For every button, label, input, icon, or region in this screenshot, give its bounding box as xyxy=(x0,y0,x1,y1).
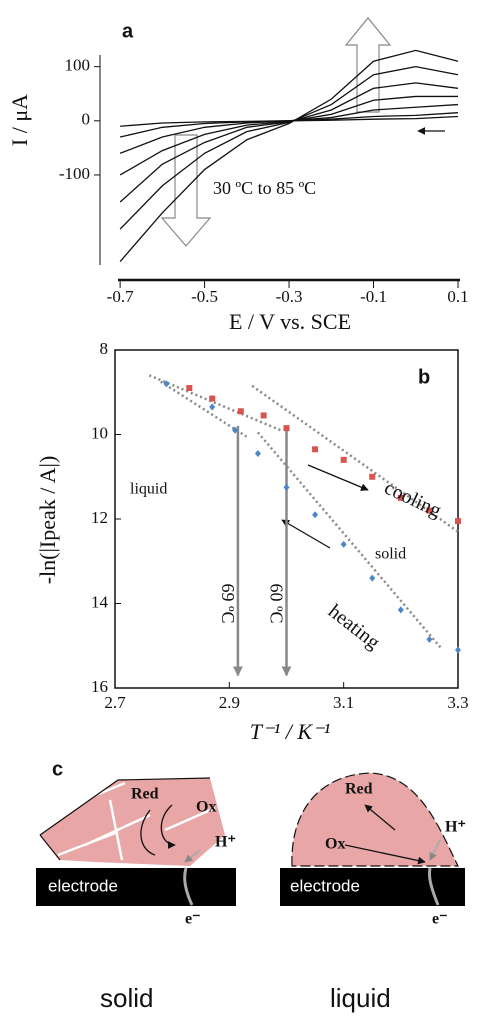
point xyxy=(312,511,319,519)
y-tick-label: 12 xyxy=(91,508,108,527)
crystal-boundary xyxy=(47,781,216,861)
electrode-label: electrode xyxy=(290,876,360,895)
reaction-arrow xyxy=(140,804,175,856)
x-tick-label: 3.3 xyxy=(447,693,468,712)
x-axis-label: E / V vs. SCE xyxy=(229,309,351,334)
point xyxy=(369,574,376,582)
annotation: 30 ºC to 85 ºC xyxy=(213,178,316,198)
electrode-label: electrode xyxy=(48,876,118,895)
point xyxy=(426,507,433,514)
panel-label: b xyxy=(418,366,430,388)
transition-label: 60 ºC xyxy=(266,583,286,623)
liquid-drop xyxy=(291,772,459,867)
point xyxy=(163,380,170,388)
point xyxy=(237,408,244,415)
x-tick-label: 2.7 xyxy=(104,693,126,712)
point xyxy=(455,646,461,654)
ox-label: Ox xyxy=(325,836,345,853)
point xyxy=(260,412,267,419)
y-tick-label: 14 xyxy=(91,592,109,611)
y-tick-label: 10 xyxy=(91,423,108,442)
note: liquid xyxy=(130,481,167,498)
point xyxy=(455,518,461,525)
x-tick-label: -0.1 xyxy=(360,287,387,306)
x-tick-label: 0.1 xyxy=(447,287,468,306)
x-tick-label: -0.5 xyxy=(191,287,218,306)
fit-line xyxy=(148,374,282,432)
ox-label: Ox xyxy=(196,799,216,816)
transition-label: 69 ºC xyxy=(218,583,238,623)
proton-arrow xyxy=(184,849,201,863)
x-tick-label: -0.7 xyxy=(107,287,134,306)
point xyxy=(397,494,404,501)
point xyxy=(312,446,319,453)
y-tick-label: -100 xyxy=(59,164,90,183)
fit-line xyxy=(251,384,459,533)
point xyxy=(340,540,347,548)
x-axis-label: T⁻¹ / K⁻¹ xyxy=(250,719,330,744)
point xyxy=(283,425,290,432)
cv-curve xyxy=(120,115,459,127)
increase-arrow xyxy=(344,17,392,113)
point xyxy=(232,426,239,434)
point xyxy=(397,606,404,614)
state-label: solid xyxy=(100,983,153,1013)
state-label: liquid xyxy=(330,983,391,1013)
electron-label: e⁻ xyxy=(432,911,448,928)
reaction-arrow xyxy=(364,804,396,831)
red-label: Red xyxy=(131,786,159,803)
note: cooling xyxy=(381,477,445,522)
point xyxy=(283,483,290,491)
point xyxy=(254,450,261,458)
point xyxy=(209,395,216,402)
y-tick-label: 16 xyxy=(91,677,108,696)
cv-curve xyxy=(119,49,459,263)
panel-label: c xyxy=(52,758,63,780)
y-axis-label: I / μA xyxy=(7,94,32,146)
electron-path xyxy=(428,867,440,906)
increase-arrow xyxy=(160,134,212,247)
proton-arrow xyxy=(429,839,441,861)
point xyxy=(340,456,347,463)
point xyxy=(186,385,193,392)
proton-label: H⁺ xyxy=(215,834,236,851)
x-tick-label: -0.3 xyxy=(276,287,303,306)
reaction-arrow xyxy=(344,844,426,865)
crystal-edge xyxy=(39,777,211,861)
panel-label: a xyxy=(122,20,134,42)
cv-curve xyxy=(119,112,459,138)
point xyxy=(209,403,216,411)
electrode xyxy=(280,868,465,906)
cv-curve xyxy=(119,103,459,154)
y-axis-label: -ln(|Ipeak / A|) xyxy=(35,456,60,585)
red-label: Red xyxy=(345,781,373,798)
y-tick-label: 100 xyxy=(65,56,91,75)
y-tick-label: 0 xyxy=(82,110,91,129)
point xyxy=(426,635,433,643)
y-tick-label: 8 xyxy=(100,339,109,358)
x-tick-label: 3.1 xyxy=(333,693,354,712)
proton-label: H⁺ xyxy=(445,819,466,836)
note: solid xyxy=(375,546,406,563)
point xyxy=(369,473,376,480)
electrode xyxy=(36,868,236,906)
heating-arrow xyxy=(281,519,331,549)
electron-label: e⁻ xyxy=(185,911,201,928)
fit-line xyxy=(256,431,442,649)
note: heating xyxy=(324,600,384,654)
fit-line xyxy=(160,380,248,438)
x-tick-label: 2.9 xyxy=(219,693,240,712)
cooling-arrow xyxy=(307,464,369,491)
electron-path xyxy=(183,867,194,906)
